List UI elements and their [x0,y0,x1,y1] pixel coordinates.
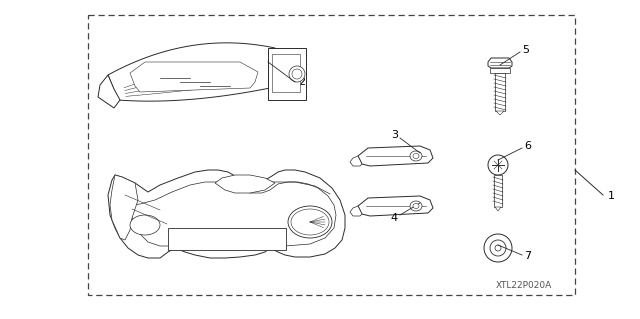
Ellipse shape [130,215,160,235]
Bar [168,228,286,250]
Bar [494,175,502,207]
Text: XTL22P020A: XTL22P020A [496,281,552,290]
Ellipse shape [288,206,332,238]
Polygon shape [215,175,275,193]
Ellipse shape [413,153,419,159]
Polygon shape [495,207,501,211]
Ellipse shape [410,201,422,211]
Ellipse shape [413,204,419,209]
Polygon shape [130,62,258,92]
Bar [88,15,575,295]
Polygon shape [350,206,362,216]
Polygon shape [496,111,504,115]
Polygon shape [110,175,138,240]
Text: 5: 5 [522,45,529,55]
Bar [272,54,300,92]
Ellipse shape [291,209,329,235]
Circle shape [289,66,305,82]
Circle shape [484,234,512,262]
Polygon shape [358,196,433,216]
Bar [495,73,505,111]
Bar [490,68,510,73]
Polygon shape [350,156,362,166]
FancyBboxPatch shape [268,48,306,100]
Circle shape [292,69,302,79]
Circle shape [490,240,506,256]
Polygon shape [358,146,433,166]
Text: 6: 6 [524,141,531,151]
Text: 3: 3 [391,130,398,140]
Text: 2: 2 [298,77,305,87]
Polygon shape [108,43,275,101]
Polygon shape [108,170,345,258]
Text: 4: 4 [391,213,398,223]
Circle shape [488,155,508,175]
Text: 1: 1 [608,191,615,201]
Circle shape [495,245,501,251]
Text: 7: 7 [524,251,531,261]
Polygon shape [488,58,512,68]
Ellipse shape [410,151,422,161]
Polygon shape [98,75,120,108]
